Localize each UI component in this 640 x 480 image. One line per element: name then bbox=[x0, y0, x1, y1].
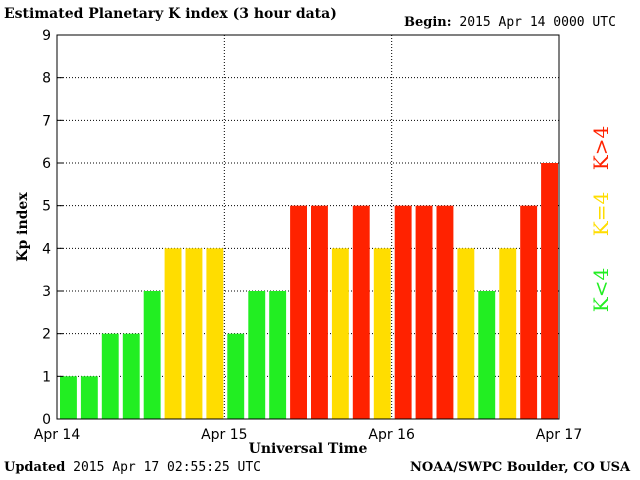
kp-bar bbox=[436, 205, 454, 419]
kp-bar bbox=[269, 291, 287, 419]
kp-bar bbox=[206, 248, 224, 419]
y-tick-label: 1 bbox=[42, 369, 51, 385]
kp-bar bbox=[478, 291, 496, 419]
kp-bar bbox=[290, 205, 307, 419]
kp-bar bbox=[311, 205, 328, 419]
y-tick-label: 5 bbox=[42, 199, 51, 215]
plot-area bbox=[56, 34, 560, 420]
legend-equal: K=4 bbox=[589, 192, 613, 236]
kp-bar bbox=[185, 248, 203, 419]
plot-frame bbox=[56, 34, 560, 420]
kp-bar bbox=[60, 376, 77, 419]
begin-value: 2015 Apr 14 0000 UTC bbox=[459, 15, 616, 30]
kp-bar bbox=[248, 291, 266, 419]
x-axis-title: Universal Time bbox=[249, 441, 368, 457]
y-tick-label: 0 bbox=[42, 412, 51, 428]
kp-bar bbox=[227, 333, 245, 419]
kp-bar bbox=[394, 205, 412, 419]
legend-high: K>4 bbox=[589, 126, 613, 170]
y-tick-label: 9 bbox=[42, 28, 51, 44]
updated-value: 2015 Apr 17 02:55:25 UTC bbox=[73, 460, 261, 475]
kp-bar bbox=[541, 163, 558, 419]
y-tick-label: 8 bbox=[42, 71, 51, 87]
grid-lines bbox=[57, 35, 559, 419]
y-tick-label: 4 bbox=[42, 241, 51, 257]
kp-bar bbox=[164, 248, 182, 419]
kp-bar bbox=[352, 205, 370, 419]
y-ticks: 0 1 2 3 4 5 6 7 8 9 bbox=[42, 28, 63, 428]
y-tick-label: 6 bbox=[42, 156, 51, 172]
x-tick-label: Apr 16 bbox=[368, 427, 415, 443]
begin-label: Begin: bbox=[404, 15, 452, 30]
x-ticks: Apr 14 Apr 15 Apr 16 Apr 17 bbox=[34, 427, 582, 443]
kp-bar bbox=[373, 248, 391, 419]
x-tick-label: Apr 17 bbox=[536, 427, 582, 443]
kp-bar bbox=[457, 248, 475, 419]
source-credit: NOAA/SWPC Boulder, CO USA bbox=[410, 460, 631, 475]
kp-bar bbox=[122, 333, 140, 419]
kp-bar bbox=[499, 248, 517, 419]
y-axis-title: Kp index bbox=[15, 192, 31, 262]
legend-low: K<4 bbox=[589, 268, 613, 312]
bars-group bbox=[60, 163, 558, 419]
kp-bar bbox=[331, 248, 349, 419]
y-tick-label: 7 bbox=[42, 113, 51, 129]
updated-info: Updated 2015 Apr 17 02:55:25 UTC bbox=[4, 460, 261, 475]
y-tick-label: 2 bbox=[42, 327, 51, 343]
kp-bar bbox=[101, 333, 119, 419]
x-tick-label: Apr 14 bbox=[34, 427, 81, 443]
y-tick-label: 3 bbox=[42, 284, 51, 300]
updated-label: Updated bbox=[4, 460, 66, 475]
kp-bar bbox=[520, 205, 538, 419]
begin-info: Begin: 2015 Apr 14 0000 UTC bbox=[404, 15, 616, 30]
kp-bar bbox=[415, 205, 433, 419]
kp-bar bbox=[80, 376, 98, 419]
kp-bar bbox=[143, 291, 161, 419]
chart-title: Estimated Planetary K index (3 hour data… bbox=[4, 6, 337, 22]
x-tick-label: Apr 15 bbox=[201, 427, 247, 443]
